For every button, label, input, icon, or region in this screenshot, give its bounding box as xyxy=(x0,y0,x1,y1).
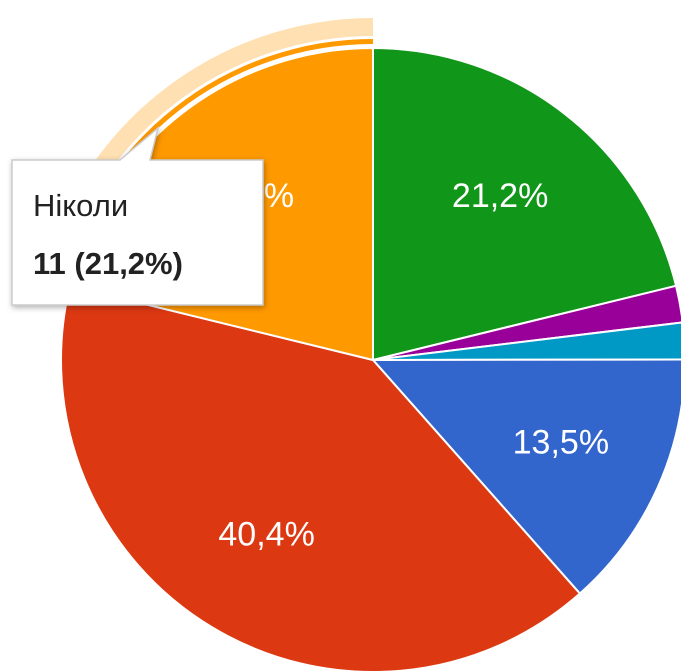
tooltip-title: Ніколи xyxy=(33,188,128,223)
data-label: 40,4% xyxy=(218,515,314,553)
data-label: 13,5% xyxy=(513,423,609,461)
pie-slice xyxy=(372,321,681,361)
pie-slice xyxy=(372,46,678,362)
hover-ring xyxy=(40,17,373,283)
pie-slice xyxy=(370,358,681,595)
tooltip-box xyxy=(11,125,264,306)
pie-slice xyxy=(60,284,582,672)
pie-slice xyxy=(372,284,681,361)
pie: 21,2%13,5%40,4%21,2% xyxy=(40,17,681,672)
tooltip: Ніколи 11 (21,2%) xyxy=(11,125,264,306)
data-label: 21,2% xyxy=(452,177,548,215)
tooltip-text: 11 (21,2%) xyxy=(33,246,183,281)
